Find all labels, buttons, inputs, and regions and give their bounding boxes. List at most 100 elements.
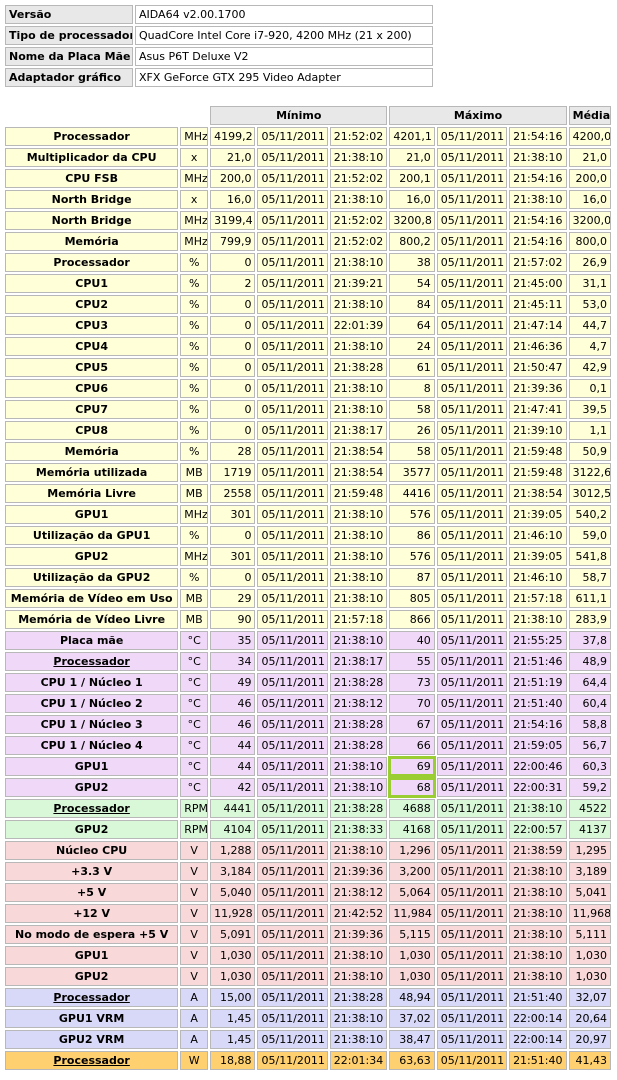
max-time: 22:00:46 [508, 757, 567, 776]
max-time: 21:39:05 [508, 505, 567, 524]
max-date: 05/11/2011 [436, 904, 507, 923]
sensor-unit: % [180, 337, 209, 356]
min-value: 3199,4 [210, 211, 256, 230]
max-time: 21:38:10 [508, 190, 567, 209]
avg-value: 3200,0 [568, 211, 611, 230]
table-row: +5 V V 5,040 05/11/2011 21:38:12 5,064 05/11/2… [5, 883, 611, 902]
min-value: 5,091 [210, 925, 256, 944]
max-value: 576 [389, 547, 435, 566]
avg-value: 58,8 [568, 715, 611, 734]
max-time: 21:59:48 [508, 442, 567, 461]
max-time: 21:54:16 [508, 232, 567, 251]
avg-value: 59,2 [568, 778, 611, 797]
min-value: 301 [210, 547, 256, 566]
max-value: 68 [388, 777, 436, 798]
min-time: 21:38:10 [329, 148, 388, 167]
info-key: Versão [5, 5, 133, 24]
sensor-unit: % [180, 358, 209, 377]
sensor-unit: x [180, 190, 209, 209]
info-value: QuadCore Intel Core i7-920, 4200 MHz (21… [135, 26, 433, 45]
max-date: 05/11/2011 [436, 505, 507, 524]
table-row: GPU1 VRM A 1,45 05/11/2011 21:38:10 37,02 05/1… [5, 1009, 611, 1028]
max-date: 05/11/2011 [436, 190, 507, 209]
avg-value: 1,295 [568, 841, 611, 860]
avg-value: 541,8 [568, 547, 611, 566]
min-date: 05/11/2011 [257, 715, 328, 734]
max-time: 22:00:57 [508, 820, 567, 839]
max-time: 21:54:16 [508, 169, 567, 188]
max-value: 8 [389, 379, 435, 398]
sensor-name: +12 V [5, 904, 179, 923]
sensor-unit: MHz [180, 232, 209, 251]
max-value: 66 [389, 736, 435, 755]
min-value: 15,00 [210, 988, 256, 1007]
min-time: 21:38:10 [329, 337, 388, 356]
sensor-name: CPU 1 / Núcleo 3 [5, 715, 179, 734]
min-value: 0 [210, 421, 256, 440]
max-time: 21:57:18 [508, 589, 567, 608]
min-time: 22:01:34 [329, 1051, 388, 1070]
max-value: 48,94 [389, 988, 435, 1007]
max-time: 21:38:10 [508, 925, 567, 944]
max-date: 05/11/2011 [436, 736, 507, 755]
avg-value: 1,030 [568, 967, 611, 986]
min-time: 21:52:02 [329, 211, 388, 230]
sensor-name: +3.3 V [5, 862, 179, 881]
table-row: CPU8% 0 05/11/2011 21:38:17 26 05/11/2011 21:3… [5, 421, 611, 440]
min-value: 49 [210, 673, 256, 692]
header-row: Mínimo Máximo Média [5, 106, 611, 125]
min-date: 05/11/2011 [257, 211, 328, 230]
min-date: 05/11/2011 [257, 1051, 328, 1070]
info-row: Adaptador gráfico XFX GeForce GTX 295 Vid… [5, 68, 433, 87]
max-value: 866 [389, 610, 435, 629]
sensor-name: Memória utilizada [5, 463, 179, 482]
sensor-unit: V [180, 925, 209, 944]
sensor-unit: MHz [180, 505, 209, 524]
max-value: 16,0 [389, 190, 435, 209]
info-value: XFX GeForce GTX 295 Video Adapter [135, 68, 433, 87]
max-date: 05/11/2011 [436, 547, 507, 566]
min-value: 2558 [210, 484, 256, 503]
min-date: 05/11/2011 [257, 862, 328, 881]
max-date: 05/11/2011 [436, 694, 507, 713]
max-date: 05/11/2011 [436, 358, 507, 377]
max-time: 21:38:10 [508, 148, 567, 167]
max-value: 4168 [389, 820, 435, 839]
min-value: 18,88 [210, 1051, 256, 1070]
max-value: 3200,8 [389, 211, 435, 230]
max-date: 05/11/2011 [436, 631, 507, 650]
max-date: 05/11/2011 [436, 946, 507, 965]
sensor-unit: % [180, 253, 209, 272]
avg-value: 4137 [568, 820, 611, 839]
max-date: 05/11/2011 [436, 715, 507, 734]
table-row: GPU1 MHz 301 05/11/2011 21:38:10 576 05/11/201… [5, 505, 611, 524]
header-avg: Média [568, 106, 611, 125]
max-time: 21:38:10 [508, 946, 567, 965]
table-row: CPU7% 0 05/11/2011 21:38:10 58 05/11/2011 21:4… [5, 400, 611, 419]
sensor-unit: % [180, 295, 209, 314]
min-date: 05/11/2011 [257, 652, 328, 671]
max-time: 21:59:05 [508, 736, 567, 755]
min-date: 05/11/2011 [257, 757, 328, 776]
max-date: 05/11/2011 [436, 778, 507, 797]
table-row: CPU FSB MHz 200,0 05/11/2011 21:52:02 200,1 05… [5, 169, 611, 188]
table-row: CPU 1 / Núcleo 2 °C 46 05/11/2011 21:38:12 70… [5, 694, 611, 713]
min-value: 1,030 [210, 967, 256, 986]
avg-value: 59,0 [568, 526, 611, 545]
max-time: 21:46:10 [508, 526, 567, 545]
table-row: GPU2 V 1,030 05/11/2011 21:38:10 1,030 05/11/2… [5, 967, 611, 986]
min-date: 05/11/2011 [257, 673, 328, 692]
sensor-name: CPU 1 / Núcleo 1 [5, 673, 179, 692]
min-date: 05/11/2011 [257, 946, 328, 965]
max-time: 21:54:16 [508, 715, 567, 734]
max-value: 54 [389, 274, 435, 293]
min-time: 21:38:10 [329, 1030, 388, 1049]
sensor-unit: °C [180, 694, 209, 713]
min-time: 21:38:10 [329, 757, 388, 776]
max-time: 21:55:25 [508, 631, 567, 650]
sensor-unit: MHz [180, 169, 209, 188]
min-time: 21:38:10 [329, 568, 388, 587]
max-date: 05/11/2011 [436, 484, 507, 503]
min-date: 05/11/2011 [257, 505, 328, 524]
min-value: 0 [210, 568, 256, 587]
